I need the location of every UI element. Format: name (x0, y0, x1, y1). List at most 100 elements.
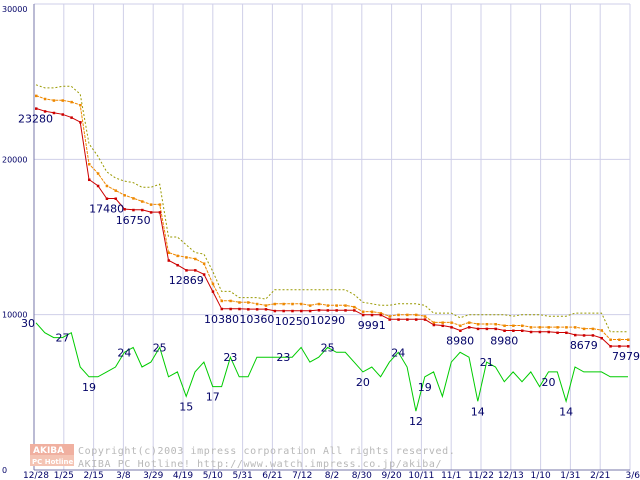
stores-data-label: 20 (356, 376, 370, 389)
x-tick-label: 8/30 (352, 471, 372, 480)
series-point-average-price (300, 302, 303, 306)
series-point-minimum-price (520, 329, 524, 333)
series-point-minimum-price (582, 334, 586, 337)
stores-data-label: 19 (418, 381, 432, 394)
series-point-minimum-price (379, 313, 383, 317)
series-point-minimum-price (88, 178, 91, 182)
series-point-average-price (291, 302, 294, 306)
series-point-average-price (70, 100, 73, 104)
series-point-average-price (423, 315, 427, 318)
price-data-label: 10290 (310, 314, 345, 327)
series-point-minimum-price (600, 336, 603, 340)
series-point-average-price (397, 313, 400, 317)
series-point-average-price (600, 329, 603, 332)
series-point-minimum-price (52, 111, 56, 115)
series-point-average-price (627, 338, 630, 342)
series-point-minimum-price (388, 318, 391, 321)
series-point-average-price (538, 326, 542, 329)
price-data-label: 23280 (18, 112, 53, 125)
x-tick-label: 12/28 (23, 471, 49, 480)
series-point-average-price (326, 304, 330, 307)
series-point-average-price (176, 254, 179, 258)
series-point-average-price (43, 97, 47, 101)
series-point-average-price (618, 338, 621, 342)
x-tick-label: 12/13 (498, 471, 524, 480)
logo-bottom-block (30, 455, 74, 466)
series-point-average-price (202, 262, 206, 265)
series-point-minimum-price (441, 324, 444, 328)
series-point-average-price (582, 327, 586, 331)
series-point-minimum-price (70, 116, 73, 119)
series-point-average-price (494, 322, 497, 326)
series-point-average-price (185, 256, 188, 259)
series-point-average-price (35, 94, 38, 98)
series-point-average-price (609, 338, 612, 342)
stores-data-label: 23 (276, 351, 290, 364)
series-point-average-price (317, 302, 321, 306)
series-point-average-price (52, 99, 56, 102)
stores-data-label: 30 (21, 317, 35, 330)
stores-data-label: 25 (321, 341, 335, 354)
series-group (35, 84, 630, 412)
series-point-minimum-price (450, 326, 453, 329)
series-point-minimum-price (308, 309, 312, 313)
series-point-minimum-price (370, 313, 374, 317)
series-point-average-price (485, 322, 489, 326)
series-point-minimum-price (123, 208, 126, 211)
logo-bottom-text: PC Hotline! (32, 458, 76, 466)
series-point-average-price (450, 321, 453, 324)
series-point-minimum-price (282, 309, 285, 313)
price-data-label: 17480 (89, 202, 124, 215)
series-point-average-price (114, 189, 118, 192)
series-point-minimum-price (609, 345, 612, 348)
series-point-minimum-price (432, 323, 436, 327)
series-point-minimum-price (132, 208, 135, 212)
series-point-minimum-price (476, 327, 480, 331)
axes: 0 10000 20000 30000 12/28 1/25 2/15 3/8 3/29 4/19… (2, 4, 640, 480)
series-point-minimum-price (414, 318, 418, 321)
stores-data-label: 14 (559, 405, 573, 418)
x-tick-label: 3/8 (116, 471, 131, 480)
series-point-minimum-price (273, 309, 277, 313)
stores-data-label: 24 (117, 346, 131, 359)
copyright-line-1: Copyright(c)2003 impress corporation All… (78, 446, 455, 457)
series-point-minimum-price (335, 309, 338, 312)
series-point-average-price (353, 305, 356, 309)
price-data-label: 10380 (204, 313, 239, 326)
series-point-average-price (591, 327, 595, 331)
series-line-max-price (35, 84, 628, 333)
x-tick-label: 2/15 (83, 471, 103, 480)
series-point-minimum-price (406, 318, 409, 321)
series-point-minimum-price (105, 197, 109, 200)
series-point-minimum-price (326, 309, 330, 312)
series-point-average-price (459, 324, 462, 328)
series-point-average-price (123, 194, 126, 197)
series-point-minimum-price (397, 318, 400, 321)
stores-data-label: 14 (471, 405, 485, 418)
series-point-average-price (255, 302, 259, 306)
price-data-label: 12869 (169, 274, 204, 287)
series-point-average-price (273, 302, 277, 306)
x-tick-label: 5/10 (203, 471, 223, 480)
series-point-minimum-price (238, 307, 241, 311)
stores-data-label: 25 (153, 341, 167, 354)
series-point-minimum-price (353, 309, 356, 312)
series-point-average-price (158, 203, 162, 206)
series-point-minimum-price (255, 308, 259, 311)
series-point-average-price (167, 251, 171, 255)
stores-data-label: 21 (480, 356, 494, 369)
series-point-average-price (556, 326, 559, 329)
stores-data-label: 23 (223, 351, 237, 364)
series-point-average-price (79, 103, 82, 107)
price-data-label: 10250 (275, 315, 310, 328)
x-tick-label: 3/29 (143, 471, 163, 480)
x-tick-label: 2/21 (590, 471, 610, 480)
series-point-average-price (96, 172, 100, 175)
series-point-average-price (388, 315, 391, 318)
stores-data-label: 19 (82, 381, 96, 394)
series-point-average-price (229, 299, 232, 303)
series-point-average-price (149, 203, 153, 206)
series-point-average-price (503, 324, 506, 328)
